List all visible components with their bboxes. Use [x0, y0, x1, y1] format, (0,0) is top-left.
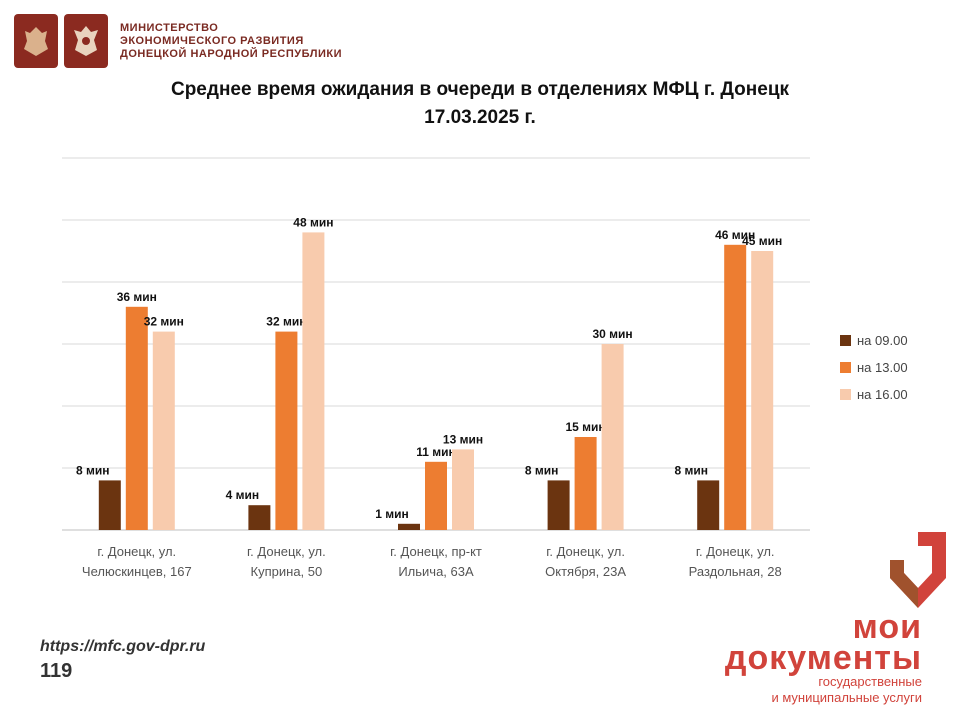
- ministry-line: ДОНЕЦКОЙ НАРОДНОЙ РЕСПУБЛИКИ: [120, 47, 342, 60]
- data-label: 46 мин: [715, 228, 755, 242]
- bar: [697, 480, 720, 530]
- data-label: 45 мин: [742, 234, 782, 248]
- bar: [152, 331, 175, 530]
- website-link[interactable]: https://mfc.gov-dpr.ru: [40, 638, 206, 655]
- ministry-line: ЭКОНОМИЧЕСКОГО РАЗВИТИЯ: [120, 34, 304, 47]
- bar-chart: 8 мин 36 мин 32 мин г. Донецк, ул. Челюскинц…: [62, 157, 908, 579]
- category-label: Ильича, 63А: [398, 564, 474, 579]
- data-label: 4 мин: [226, 488, 260, 502]
- header: МИНИСТЕРСТВО ЭКОНОМИЧЕСКОГО РАЗВИТИЯ ДОН…: [14, 14, 342, 68]
- bar: [302, 232, 325, 530]
- category-label: г. Донецк, пр-кт: [390, 544, 482, 559]
- data-label: 8 мин: [674, 463, 708, 477]
- chart-title: Среднее время ожидания в очереди в отдел…: [0, 76, 960, 132]
- ministry-line: МИНИСТЕРСТВО: [120, 21, 219, 34]
- logo-subtitle1: государственные: [818, 674, 922, 689]
- data-label: 48 мин: [293, 215, 333, 229]
- data-label: 36 мин: [117, 290, 157, 304]
- legend-swatch: [840, 335, 851, 346]
- data-label: 13 мин: [443, 432, 483, 446]
- coat-of-arms-dpr-icon: [64, 14, 108, 68]
- data-label: 30 мин: [593, 327, 633, 341]
- category-label: Челюскинцев, 167: [82, 564, 192, 579]
- moi-dokumenty-logo-icon: [890, 532, 946, 608]
- logo-line1: мои: [852, 608, 922, 646]
- data-label: 1 мин: [375, 507, 409, 521]
- data-label: 32 мин: [144, 315, 184, 329]
- bar: [125, 306, 148, 530]
- category-label: г. Донецк, ул.: [97, 544, 176, 559]
- data-label: 15 мин: [566, 420, 606, 434]
- logo-subtitle2: и муниципальные услуги: [771, 690, 922, 705]
- legend-label: на 13.00: [857, 360, 908, 375]
- category-label: Куприна, 50: [251, 564, 323, 579]
- data-label: 11 мин: [416, 445, 456, 459]
- page-number: 119: [40, 660, 73, 682]
- ministry-name: МИНИСТЕРСТВО ЭКОНОМИЧЕСКОГО РАЗВИТИЯ ДОН…: [120, 22, 342, 61]
- legend-swatch: [840, 389, 851, 400]
- category-label: г. Донецк, ул.: [546, 544, 625, 559]
- bar: [724, 244, 747, 531]
- bar: [751, 251, 774, 530]
- legend-label: на 16.00: [857, 387, 908, 402]
- logo-line2: документы: [724, 639, 922, 677]
- bar: [98, 480, 121, 530]
- bar: [275, 331, 298, 530]
- bar: [601, 344, 624, 530]
- category-label: Раздольная, 28: [689, 564, 782, 579]
- data-label: 8 мин: [525, 463, 559, 477]
- coat-of-arms-russia-icon: [14, 14, 58, 68]
- bar: [547, 480, 570, 530]
- legend-swatch: [840, 362, 851, 373]
- category-label: Октября, 23А: [545, 564, 626, 579]
- bar: [452, 449, 474, 530]
- category-label: г. Донецк, ул.: [247, 544, 326, 559]
- category-label: г. Донецк, ул.: [696, 544, 775, 559]
- data-label: 8 мин: [76, 463, 110, 477]
- chart-title-line: Среднее время ожидания в очереди в отдел…: [170, 79, 790, 100]
- moi-dokumenty-logo: мои документы государственные и муниципа…: [724, 608, 922, 706]
- bar: [248, 505, 271, 530]
- bar: [398, 523, 420, 530]
- chart-title-date: 17.03.2025 г.: [424, 107, 536, 128]
- legend-label: на 09.00: [857, 333, 908, 348]
- bar: [425, 461, 447, 530]
- data-label: 32 мин: [266, 315, 306, 329]
- bar: [574, 437, 597, 530]
